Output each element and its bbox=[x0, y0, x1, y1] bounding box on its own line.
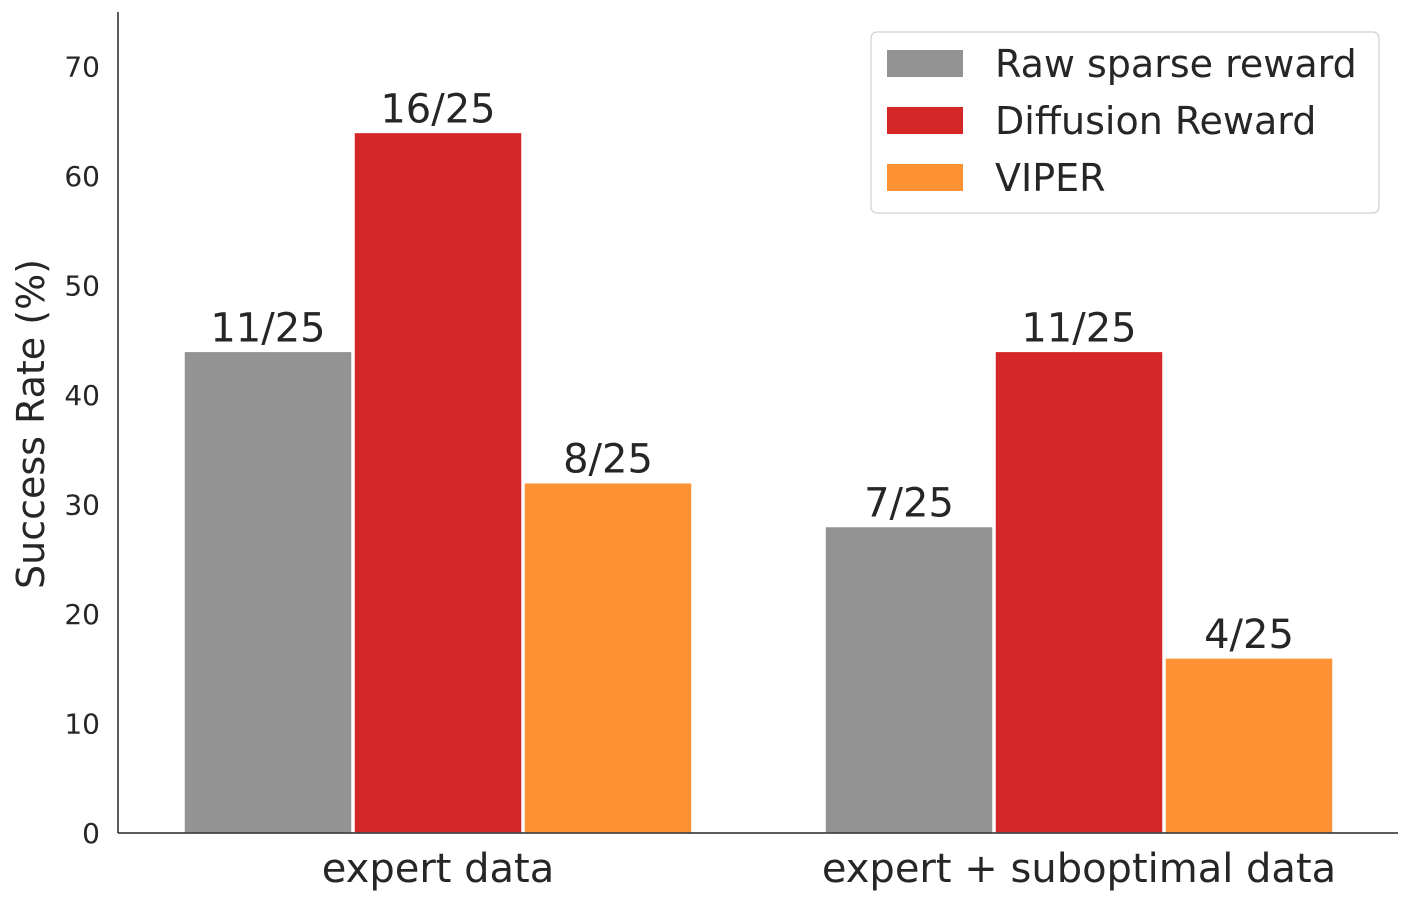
bar-value-label: 4/25 bbox=[1204, 612, 1294, 658]
bar bbox=[824, 525, 994, 834]
bar bbox=[994, 350, 1164, 834]
y-tick-label: 50 bbox=[64, 270, 100, 303]
y-tick-label: 70 bbox=[64, 51, 100, 84]
legend-swatch bbox=[887, 164, 963, 191]
legend-label: Raw sparse reward bbox=[995, 42, 1357, 86]
y-tick-label: 40 bbox=[64, 379, 100, 412]
bar-value-label: 11/25 bbox=[1021, 305, 1136, 351]
y-tick-label: 20 bbox=[64, 598, 100, 631]
bar bbox=[183, 350, 353, 834]
bar-value-label: 8/25 bbox=[563, 437, 653, 483]
legend-frame bbox=[870, 31, 1380, 214]
bar bbox=[1164, 657, 1334, 834]
y-tick-label: 10 bbox=[64, 708, 100, 741]
x-category-labels: expert data expert + suboptimal data bbox=[322, 846, 1336, 892]
bar-value-label: 11/25 bbox=[210, 305, 325, 351]
bar bbox=[353, 131, 523, 834]
x-category-label: expert + suboptimal data bbox=[822, 846, 1336, 892]
legend-label: VIPER bbox=[995, 156, 1106, 200]
y-tick-labels: 0 10 20 30 40 50 60 70 bbox=[64, 51, 100, 850]
legend-swatch bbox=[887, 50, 963, 77]
bar-value-label: 16/25 bbox=[380, 86, 495, 132]
legend-swatch bbox=[887, 107, 963, 134]
legend-label: Diffusion Reward bbox=[995, 99, 1316, 143]
y-tick-label: 60 bbox=[64, 160, 100, 193]
legend-items: Raw sparse reward Diffusion Reward VIPER bbox=[887, 42, 1357, 200]
bar-value-label: 7/25 bbox=[864, 480, 954, 526]
x-category-label: expert data bbox=[322, 846, 555, 892]
data-labels-layer: 11/25 16/25 8/25 7/25 11/25 4/25 bbox=[210, 86, 1294, 657]
y-tick-label: 0 bbox=[82, 817, 100, 850]
legend: Raw sparse reward Diffusion Reward VIPER bbox=[870, 31, 1380, 214]
y-axis-title: Success Rate (%) bbox=[9, 259, 53, 589]
bar bbox=[523, 481, 693, 834]
bars-layer bbox=[183, 131, 1334, 834]
y-tick-label: 30 bbox=[64, 489, 100, 522]
